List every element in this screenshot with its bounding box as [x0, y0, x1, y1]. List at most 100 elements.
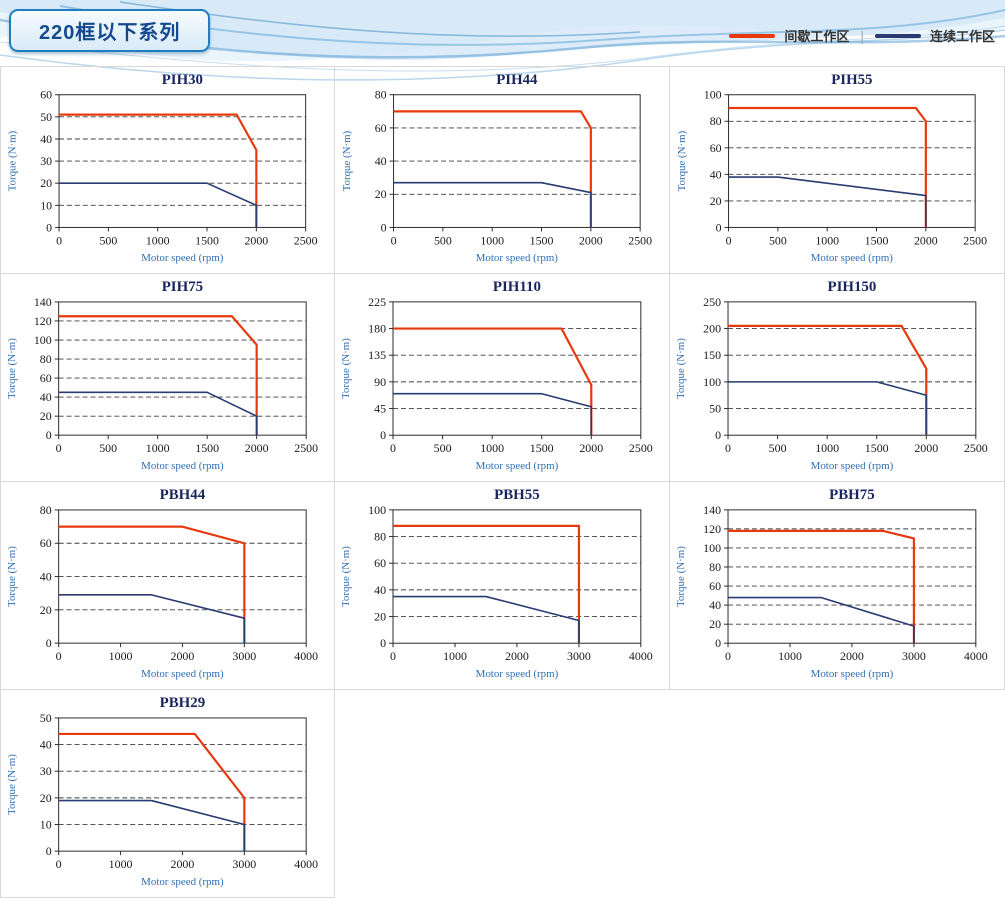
wave-decoration [0, 0, 1005, 81]
y-tick-label: 80 [40, 352, 52, 366]
x-tick-label: 2500 [964, 441, 988, 455]
x-tick-label: 1000 [146, 233, 170, 247]
y-axis-label: Torque (N·m) [6, 754, 18, 815]
series-continuous-line [393, 595, 580, 644]
chart-title: PIH30 [162, 72, 203, 88]
y-tick-label: 180 [368, 322, 386, 336]
chart-PBH44: 0 20 40 60 80 0 1000 2000 3000 4000 PBH44 Motor spe… [6, 487, 318, 680]
y-tick-label: 45 [374, 402, 386, 416]
series-intermittent-line [393, 524, 581, 644]
chart-cell-PIH110: 0 45 90 135 180 225 0 500 1000 1500 2000 2500 PIH110… [335, 274, 670, 482]
y-tick-label: 30 [40, 154, 52, 168]
y-tick-label: 40 [709, 598, 721, 612]
continuous-zone-line-icon [874, 33, 921, 38]
series-title-badge: 220框以下系列 [9, 9, 211, 52]
y-tick-label: 10 [40, 817, 52, 831]
series-title: 220框以下系列 [39, 22, 181, 44]
y-tick-label: 10 [40, 198, 52, 212]
x-axis-label: Motor speed (rpm) [141, 876, 224, 888]
y-tick-label: 20 [40, 603, 52, 617]
chart-title: PIH44 [496, 72, 538, 88]
x-tick-label: 1000 [443, 649, 467, 663]
y-axis-label: Torque (N·m) [6, 546, 18, 607]
y-tick-label: 80 [40, 503, 52, 517]
y-tick-label: 20 [709, 617, 721, 631]
x-tick-label: 0 [726, 233, 732, 247]
y-tick-label: 40 [40, 132, 52, 146]
y-tick-label: 40 [40, 570, 52, 584]
chart-PIH75: 0 20 40 60 80 100 120 140 0 500 1000 1500 2000 2500 PI… [6, 279, 318, 472]
y-tick-label: 0 [715, 636, 721, 650]
x-tick-label: 2500 [628, 233, 652, 247]
x-tick-label: 500 [769, 441, 787, 455]
y-axis-label: Torque (N·m) [676, 130, 688, 191]
x-tick-label: 2000 [171, 649, 195, 663]
empty-cell [670, 690, 1005, 898]
chart-title: PIH150 [827, 279, 876, 295]
x-tick-label: 500 [434, 441, 452, 455]
y-tick-label: 40 [710, 167, 722, 181]
chart-title: PIH55 [831, 72, 872, 88]
chart-cell-PIH44: 0 20 40 60 80 0 500 1000 1500 2000 2500 PIH44 Motor … [335, 66, 670, 274]
x-tick-label: 1000 [109, 649, 133, 663]
y-tick-label: 60 [40, 371, 52, 385]
y-tick-label: 0 [715, 428, 721, 442]
series-intermittent-line [728, 324, 928, 436]
x-tick-label: 500 [434, 233, 452, 247]
x-tick-label: 1000 [480, 441, 504, 455]
x-tick-label: 2000 [914, 441, 938, 455]
x-tick-label: 1500 [865, 441, 889, 455]
y-tick-label: 60 [40, 88, 52, 102]
intermittent-zone-line-icon [729, 33, 776, 38]
y-axis-label: Torque (N·m) [6, 338, 18, 399]
y-tick-label: 0 [46, 220, 52, 234]
chart-cell-PBH75: 0 20 40 60 80 100 120 140 0 1000 2000 3000 4000 PBH75… [670, 482, 1005, 690]
y-tick-label: 40 [374, 583, 386, 597]
x-tick-label: 500 [769, 233, 787, 247]
y-tick-label: 20 [40, 409, 52, 423]
x-tick-label: 3000 [232, 857, 256, 871]
y-tick-label: 0 [381, 220, 387, 234]
x-tick-label: 500 [99, 441, 117, 455]
x-tick-label: 0 [56, 441, 62, 455]
y-tick-label: 20 [375, 187, 387, 201]
chart-title: PBH44 [160, 487, 206, 503]
y-tick-label: 90 [374, 375, 386, 389]
y-axis-label: Torque (N·m) [341, 130, 353, 191]
x-tick-label: 1000 [480, 233, 504, 247]
y-tick-label: 140 [34, 295, 52, 309]
chart-cell-PIH75: 0 20 40 60 80 100 120 140 0 500 1000 1500 2000 2500 PI… [0, 274, 335, 482]
series-continuous-line [58, 594, 246, 644]
y-tick-label: 60 [40, 536, 52, 550]
legend-divider: | [860, 27, 864, 44]
x-tick-label: 2000 [579, 233, 603, 247]
x-tick-label: 0 [56, 857, 62, 871]
x-tick-label: 2000 [840, 649, 864, 663]
y-tick-label: 50 [709, 402, 721, 416]
y-tick-label: 80 [710, 114, 722, 128]
x-tick-label: 2500 [294, 441, 318, 455]
series-intermittent-line [728, 529, 916, 644]
series-intermittent-line [59, 113, 258, 228]
series-continuous-line [58, 799, 246, 852]
y-tick-label: 20 [710, 194, 722, 208]
series-intermittent-line [728, 106, 927, 228]
x-tick-label: 1500 [865, 233, 889, 247]
y-tick-label: 120 [34, 314, 52, 328]
x-tick-label: 2000 [505, 649, 529, 663]
y-tick-label: 50 [40, 711, 52, 725]
y-tick-label: 40 [40, 738, 52, 752]
x-tick-label: 4000 [294, 857, 318, 871]
x-axis-label: Motor speed (rpm) [141, 252, 224, 264]
x-tick-label: 3000 [567, 649, 591, 663]
y-tick-label: 20 [40, 176, 52, 190]
series-intermittent-line [58, 315, 258, 436]
y-tick-label: 0 [380, 428, 386, 442]
x-axis-label: Motor speed (rpm) [811, 252, 894, 264]
x-tick-label: 4000 [629, 649, 653, 663]
plot-frame [392, 509, 642, 644]
x-axis-label: Motor speed (rpm) [476, 668, 559, 680]
y-tick-label: 100 [34, 333, 52, 347]
